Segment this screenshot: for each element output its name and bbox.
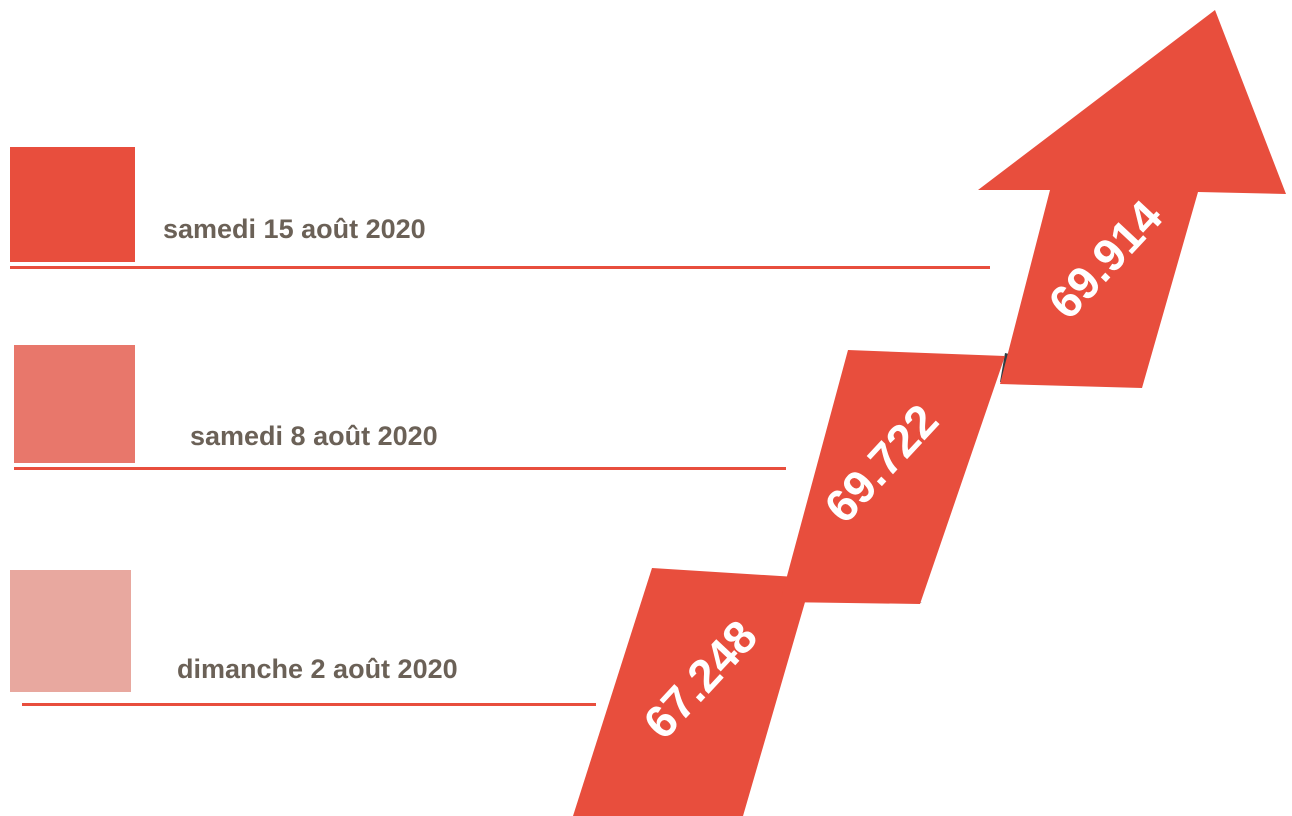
underline bbox=[10, 266, 990, 269]
arrow-step bbox=[780, 350, 1005, 604]
arrow-head bbox=[978, 10, 1286, 388]
swatch bbox=[10, 147, 135, 262]
date-label: dimanche 2 août 2020 bbox=[177, 654, 458, 684]
underline bbox=[22, 703, 596, 706]
swatch bbox=[10, 570, 131, 692]
arrow-step bbox=[573, 568, 812, 816]
underline bbox=[14, 467, 786, 470]
swatch bbox=[14, 345, 135, 463]
date-label: samedi 8 août 2020 bbox=[190, 421, 438, 451]
date-label: samedi 15 août 2020 bbox=[163, 214, 426, 244]
